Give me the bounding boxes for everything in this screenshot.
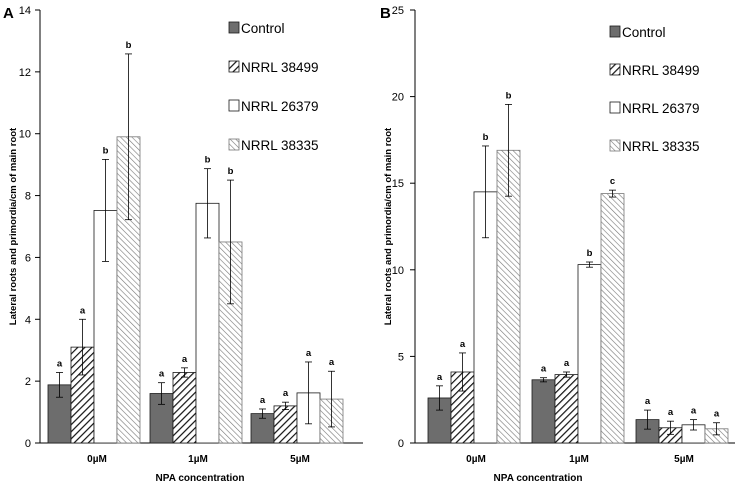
y-axis-label: Lateral roots and primordia/cm of main r… [8,127,19,325]
y-tick-label: 14 [19,5,31,17]
x-tick-label: 0µM [466,454,486,465]
significance-letter: a [57,358,63,369]
significance-letter: a [182,354,188,365]
significance-letter: a [668,407,674,418]
bar-nrrl-38335 [600,193,625,444]
x-tick-label: 5µM [290,454,310,465]
legend-swatch [228,60,240,73]
bar-nrrl-38499 [554,374,579,444]
legend-label: NRRL 26379 [241,99,319,114]
legend-label: Control [241,21,285,36]
significance-letter: b [483,132,489,143]
y-tick-label: 0 [398,438,404,450]
significance-letter: b [205,155,211,166]
significance-letter: a [329,357,335,368]
y-tick-label: 0 [25,438,31,450]
bar-nrrl-26379 [577,264,602,444]
panel-b: B 0 5 10 15 20 25 Lateral roots and primordia/c… [380,5,735,484]
legend-label: NRRL 38499 [241,60,319,75]
x-axis-label: NPA concentration [494,473,583,484]
bar-nrrl-26379 [195,202,220,444]
x-axis-label: NPA concentration [156,473,245,484]
x-tick-label: 0µM [87,454,107,465]
y-axis-label: Lateral roots and primordia/cm of main r… [383,127,394,325]
significance-letter: b [228,166,234,177]
y-tick-label: 8 [25,191,31,203]
x-tick-label: 1µM [569,454,589,465]
legend-swatch [609,63,621,76]
y-tick-label: 6 [25,252,31,264]
y-tick-label: 4 [25,314,31,326]
y-tick-label: 12 [19,67,31,79]
panel-label: A [3,5,14,22]
panel-label: B [380,5,391,22]
significance-letter: c [610,176,615,187]
significance-letter: b [506,90,512,101]
legend-label: Control [622,25,666,40]
bar-nrrl-38499 [172,372,197,444]
significance-letter: a [564,358,570,369]
significance-letter: a [283,388,289,399]
y-tick-label: 10 [19,129,31,141]
significance-letter: a [260,395,266,406]
significance-letter: b [587,248,593,259]
significance-letter: a [541,364,547,375]
y-tick-label: 15 [392,178,404,190]
bar-control [531,379,556,444]
significance-letter: a [80,305,86,316]
legend-label: NRRL 26379 [622,101,700,116]
legend-swatch [228,138,240,151]
x-tick-label: 1µM [188,454,208,465]
bar-nrrl-38499 [273,405,298,444]
legend-swatch [228,99,240,112]
significance-letter: b [126,40,132,51]
y-tick-label: 2 [25,376,31,388]
significance-letter: a [460,339,466,350]
significance-letter: a [306,348,312,359]
y-tick-label: 5 [398,351,404,363]
legend-label: NRRL 38335 [241,138,319,153]
legend-swatch [609,101,621,114]
significance-letter: a [645,396,651,407]
significance-letter: b [103,145,109,156]
legend-label: NRRL 38499 [622,63,700,78]
legend-swatch [228,21,240,34]
legend-swatch [609,25,621,38]
legend: Control NRRL 38499 NRRL 26379 NRRL 38335 [228,21,319,153]
significance-letter: a [714,409,720,420]
y-tick-label: 20 [392,92,404,104]
y-tick-label: 10 [392,265,404,277]
legend-swatch [609,139,621,152]
x-tick-label: 5µM [674,454,694,465]
legend: Control NRRL 38499 NRRL 26379 NRRL 38335 [609,25,700,154]
y-tick-label: 25 [392,5,404,17]
panel-a: A 0 2 4 6 8 10 12 14 Lateral roots and primordia/… [3,5,363,484]
significance-letter: a [159,369,165,380]
significance-letter: a [691,406,697,417]
significance-letter: a [437,372,443,383]
legend-label: NRRL 38335 [622,139,700,154]
